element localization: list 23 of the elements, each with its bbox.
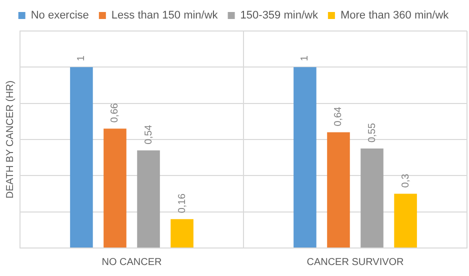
bar (360, 148, 384, 248)
x-tick-label: NO CANCER (102, 256, 162, 268)
legend-label: 150-359 min/wk (240, 10, 318, 22)
y-axis-title: DEATH BY CANCER (HR) (4, 80, 16, 198)
data-label: 0,16 (176, 193, 188, 214)
legend-label: No exercise (30, 10, 89, 22)
legend-label: Less than 150 min/wk (111, 10, 218, 22)
bar (294, 67, 316, 248)
data-label: 0,3 (400, 173, 412, 188)
bar (394, 194, 417, 248)
bar (104, 128, 126, 248)
data-label: 0,55 (366, 122, 378, 143)
data-label: 0,54 (143, 124, 154, 144)
bar (327, 132, 350, 248)
bar (170, 219, 194, 248)
data-label: 0,64 (333, 106, 344, 126)
bar (70, 67, 93, 248)
bar (137, 150, 160, 248)
x-tick-label: CANCER SURVIVOR (306, 256, 404, 268)
legend-label: More than 360 min/wk (340, 10, 450, 22)
data-label: 1 (76, 55, 88, 62)
data-label: 0,66 (110, 102, 121, 123)
data-label: 1 (300, 55, 311, 62)
